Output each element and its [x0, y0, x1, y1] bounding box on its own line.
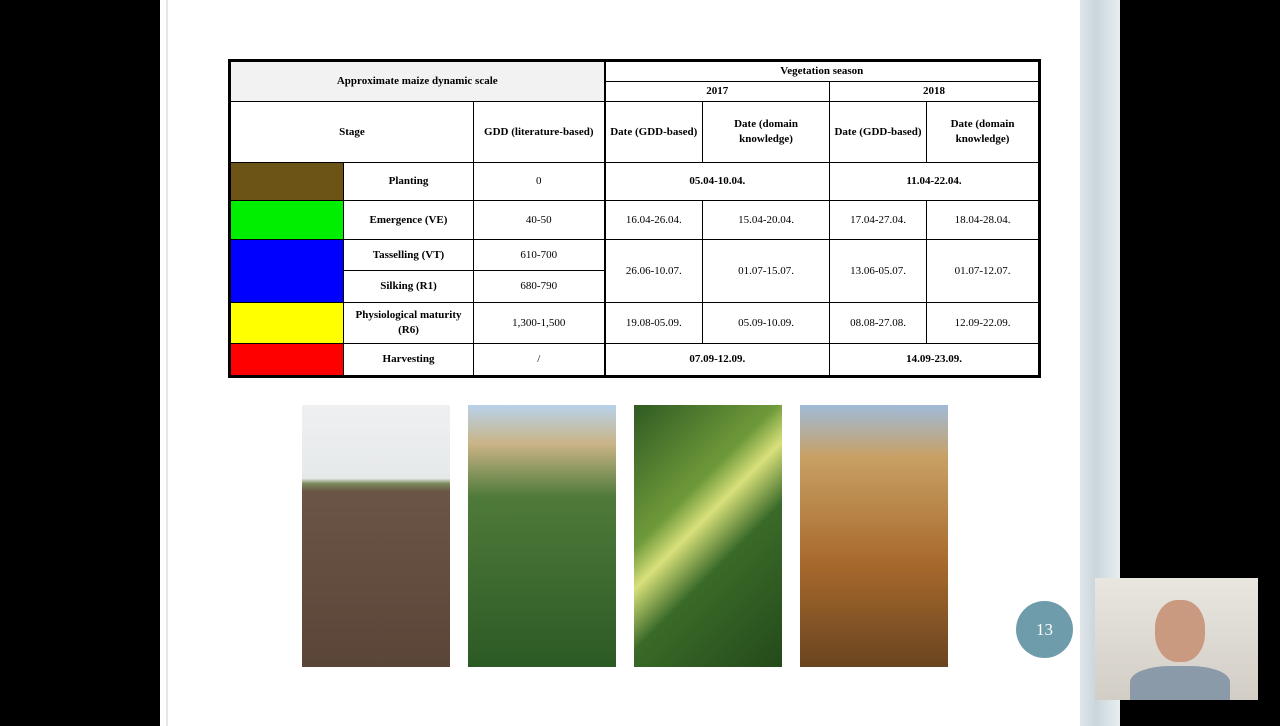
year-header: 2018 [829, 81, 1041, 102]
webcam [1095, 578, 1258, 700]
face [1155, 600, 1205, 662]
date-range: 05.09-10.09. [702, 302, 831, 344]
date-range: 18.04-28.04. [926, 200, 1041, 240]
year-header: 2017 [603, 81, 831, 102]
gdd-value: 0 [472, 162, 606, 201]
stage-name: Physiological maturity (R6) [343, 302, 474, 344]
date-range: 07.09-12.09. [603, 343, 831, 377]
date-range: 26.06-10.07. [603, 239, 704, 303]
date-range: 11.04-22.04. [829, 162, 1041, 201]
photo-silking [634, 405, 782, 667]
date-range: 16.04-26.04. [603, 200, 704, 240]
date-range: 01.07-12.07. [926, 239, 1041, 303]
date-range: 14.09-23.09. [829, 343, 1041, 377]
photo-maturity [800, 405, 948, 667]
stage-color [229, 343, 344, 377]
stage-name: Tasselling (VT) [343, 239, 474, 271]
date-range: 12.09-22.09. [926, 302, 1041, 344]
table-body: Planting 0 05.04-10.04. 11.04-22.04. Emergen… [229, 162, 1041, 377]
date-range: 05.04-10.04. [603, 162, 831, 201]
photo-emergence [302, 405, 450, 667]
date-range: 17.04-27.04. [829, 200, 928, 240]
stage-color [229, 302, 344, 344]
date-range: 08.08-27.08. [829, 302, 928, 344]
stage-name: Silking (R1) [343, 270, 474, 303]
gdd-header: GDD (literature-based) [472, 101, 606, 163]
stage-name: Harvesting [343, 343, 474, 377]
table-title: Approximate maize dynamic scale [228, 60, 606, 102]
stage-name: Planting [343, 162, 474, 201]
photo-tasselling [468, 405, 616, 667]
season-header: Vegetation season [603, 60, 1041, 82]
date-range: 01.07-15.07. [702, 239, 831, 303]
stage-color [229, 200, 344, 240]
gdd-value: 680-790 [472, 270, 606, 303]
gdd-value: 1,300-1,500 [472, 302, 606, 344]
date-header: Date (domain knowledge) [702, 101, 831, 163]
page-number: 13 [1016, 601, 1073, 658]
stage-color [229, 162, 344, 201]
stage-header: Stage [229, 101, 474, 163]
maize-table: Approximate maize dynamic scale Vegetati… [228, 59, 1042, 378]
date-header: Date (GDD-based) [829, 101, 928, 163]
gdd-value: 610-700 [472, 239, 606, 271]
stage-color [229, 239, 344, 303]
stage-name: Emergence (VE) [343, 200, 474, 240]
gdd-value: 40-50 [472, 200, 606, 240]
date-header: Date (GDD-based) [603, 101, 704, 163]
gdd-value: / [472, 343, 606, 377]
date-header: Date (domain knowledge) [926, 101, 1041, 163]
date-range: 13.06-05.07. [829, 239, 928, 303]
date-range: 19.08-05.09. [603, 302, 704, 344]
date-range: 15.04-20.04. [702, 200, 831, 240]
shirt [1130, 666, 1230, 700]
